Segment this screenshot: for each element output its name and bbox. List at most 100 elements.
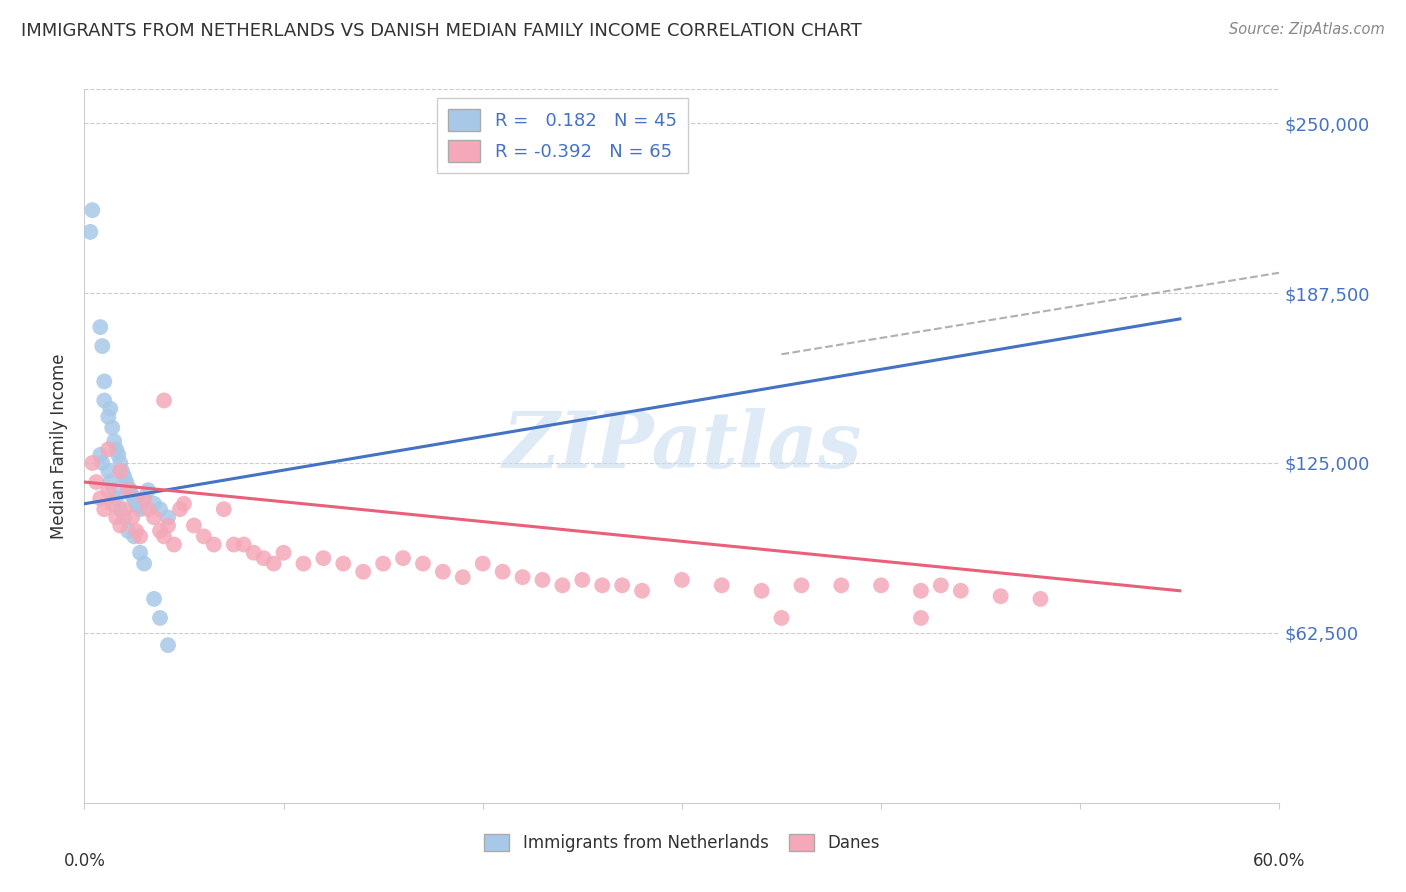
Point: [93, 375, 115, 389]
Point: [143, 497, 166, 511]
Point: [97, 442, 120, 457]
Point: [770, 611, 793, 625]
Point: [157, 518, 180, 533]
Point: [103, 483, 125, 498]
Point: [121, 510, 143, 524]
Point: [98, 475, 121, 489]
Point: [910, 611, 932, 625]
Point: [451, 570, 474, 584]
Point: [671, 573, 693, 587]
Point: [149, 524, 172, 538]
Point: [117, 483, 139, 498]
Y-axis label: Median Family Income: Median Family Income: [51, 353, 69, 539]
Point: [105, 510, 128, 524]
Point: [122, 529, 145, 543]
Point: [193, 529, 215, 543]
Point: [110, 502, 132, 516]
Point: [157, 638, 180, 652]
Text: IMMIGRANTS FROM NETHERLANDS VS DANISH MEDIAN FAMILY INCOME CORRELATION CHART: IMMIGRANTS FROM NETHERLANDS VS DANISH ME…: [21, 22, 862, 40]
Point: [101, 497, 124, 511]
Point: [132, 491, 156, 506]
Point: [790, 578, 813, 592]
Point: [110, 518, 132, 533]
Text: Source: ZipAtlas.com: Source: ZipAtlas.com: [1229, 22, 1385, 37]
Point: [471, 557, 494, 571]
Point: [136, 502, 159, 516]
Text: 0.0%: 0.0%: [63, 852, 105, 870]
Point: [129, 529, 152, 543]
Point: [183, 518, 205, 533]
Point: [115, 475, 138, 489]
Point: [153, 393, 176, 408]
Point: [82, 203, 104, 218]
Point: [870, 578, 893, 592]
Point: [143, 591, 166, 606]
Point: [132, 491, 156, 506]
Point: [110, 464, 132, 478]
Point: [591, 578, 613, 592]
Point: [492, 565, 515, 579]
Point: [1029, 591, 1052, 606]
Point: [990, 589, 1012, 603]
Point: [91, 456, 114, 470]
Point: [143, 510, 166, 524]
Point: [136, 483, 159, 498]
Point: [97, 409, 120, 424]
Point: [107, 448, 129, 462]
Point: [651, 157, 673, 171]
Point: [121, 489, 143, 503]
Point: [125, 497, 148, 511]
Point: [222, 537, 245, 551]
Point: [710, 578, 733, 592]
Point: [97, 483, 120, 498]
Point: [312, 551, 335, 566]
Point: [910, 583, 932, 598]
Legend: Immigrants from Netherlands, Danes: Immigrants from Netherlands, Danes: [478, 827, 886, 859]
Point: [551, 578, 574, 592]
Point: [212, 502, 235, 516]
Point: [105, 491, 128, 506]
Point: [129, 546, 152, 560]
Point: [202, 537, 225, 551]
Point: [512, 570, 534, 584]
Point: [101, 420, 124, 434]
Point: [117, 480, 139, 494]
Point: [157, 510, 180, 524]
Point: [125, 524, 148, 538]
Point: [149, 502, 172, 516]
Point: [122, 491, 145, 506]
Point: [111, 464, 134, 478]
Point: [253, 551, 276, 566]
Point: [169, 502, 191, 516]
Point: [373, 557, 395, 571]
Point: [232, 537, 254, 551]
Point: [432, 565, 454, 579]
Point: [163, 537, 186, 551]
Point: [242, 546, 264, 560]
Point: [751, 583, 773, 598]
Point: [112, 502, 135, 516]
Point: [949, 583, 972, 598]
Point: [263, 557, 285, 571]
Point: [571, 573, 593, 587]
Point: [91, 339, 114, 353]
Point: [132, 557, 156, 571]
Point: [89, 491, 111, 506]
Point: [112, 510, 135, 524]
Point: [97, 464, 120, 478]
Point: [929, 578, 952, 592]
Text: 60.0%: 60.0%: [1253, 852, 1306, 870]
Point: [117, 524, 139, 538]
Point: [332, 557, 354, 571]
Point: [86, 475, 108, 489]
Point: [531, 573, 554, 587]
Point: [129, 502, 152, 516]
Point: [103, 434, 125, 449]
Point: [273, 546, 295, 560]
Point: [112, 469, 135, 483]
Point: [149, 611, 172, 625]
Point: [392, 551, 415, 566]
Point: [79, 225, 101, 239]
Point: [120, 483, 142, 498]
Text: ZIPatlas: ZIPatlas: [502, 408, 862, 484]
